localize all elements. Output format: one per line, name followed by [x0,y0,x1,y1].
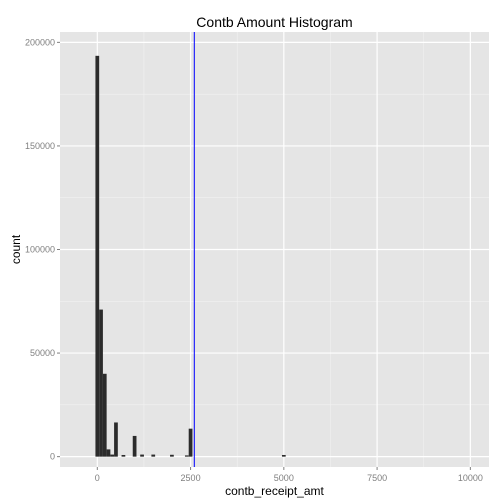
histogram-bar [281,454,286,457]
x-tick-label: 5000 [274,473,294,483]
histogram-bar [99,309,103,457]
x-tick-label: 10000 [458,473,483,483]
histogram-bar [151,454,156,457]
histogram-bars [95,55,286,457]
x-tick-label: 0 [95,473,100,483]
y-tick-label: 0 [50,452,55,462]
histogram-bar [114,422,118,457]
histogram-bar [95,55,100,457]
histogram-bar [106,449,111,457]
histogram-bar [188,428,193,457]
x-tick-label: 7500 [367,473,387,483]
y-tick-label: 50000 [30,348,55,358]
histogram-bar [132,435,137,457]
y-axis-title: count [9,234,23,264]
chart-title: Contb Amount Histogram [196,14,352,30]
y-axis: 0 50000 100000 150000 200000 [25,37,60,462]
histogram-bar [102,373,107,457]
histogram-bar [110,454,115,457]
histogram-bar [170,454,174,457]
x-tick-label: 2500 [181,473,201,483]
x-axis: 0 2500 5000 7500 10000 [95,467,483,483]
histogram-bar [121,454,126,457]
y-tick-label: 200000 [25,37,55,47]
y-tick-label: 150000 [25,141,55,151]
y-tick-label: 100000 [25,245,55,255]
x-axis-title: contb_receipt_amt [225,484,324,498]
histogram-bar [140,454,144,457]
histogram-bar [184,455,189,457]
